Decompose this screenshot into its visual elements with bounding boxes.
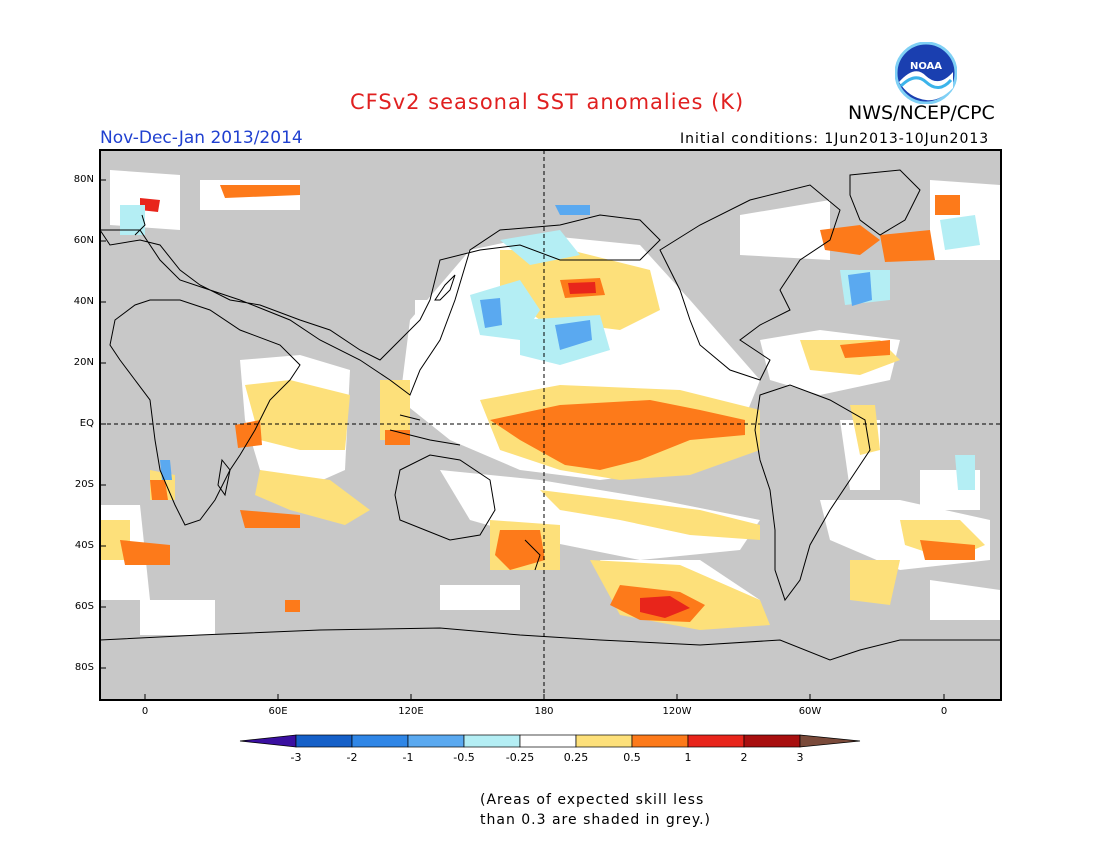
- continent-outlines: [100, 169, 1001, 661]
- skill-note-line2: than 0.3 are shaded in grey.): [480, 812, 712, 828]
- eurasia-outline: [100, 214, 661, 396]
- initial-conditions-label: Initial conditions: 1Jun2013-10Jun2013: [680, 131, 990, 147]
- axis-ticks: [100, 179, 945, 700]
- agency-label: NWS/NCEP/CPC: [848, 102, 995, 124]
- lon-label-0-east: 0: [940, 706, 948, 717]
- colorbar-seg-0: [239, 734, 297, 748]
- new-zealand-outline: [524, 539, 541, 571]
- colorbar-label-m1: -1: [402, 751, 414, 764]
- season-label: Nov-Dec-Jan 2013/2014: [100, 128, 303, 148]
- colorbar-label-m3: -3: [290, 751, 302, 764]
- lon-label-180: 180: [534, 706, 554, 717]
- skill-note-line1: (Areas of expected skill less: [480, 792, 705, 808]
- colorbar-seg-5: [519, 734, 577, 748]
- lon-label-0: 0: [141, 706, 149, 717]
- colorbar-label-p2: 2: [740, 751, 748, 764]
- lon-label-60e: 60E: [268, 706, 288, 717]
- colorbar-label-m05: -0.5: [453, 751, 475, 764]
- australia-outline: [394, 454, 496, 541]
- lat-label-40s: 40S: [74, 540, 94, 551]
- colorbar-seg-6: [575, 734, 633, 748]
- cool-05-1-areas: [160, 205, 872, 480]
- lat-label-20n: 20N: [73, 357, 94, 368]
- map-area: [100, 150, 1001, 700]
- logo-text: NOAA: [910, 61, 942, 72]
- colorbar-seg-8: [687, 734, 745, 748]
- colorbar-seg-1: [295, 734, 353, 748]
- lon-label-60w: 60W: [798, 706, 822, 717]
- colorbar-label-p05: 0.5: [623, 751, 641, 764]
- lat-label-60n: 60N: [73, 235, 94, 246]
- warm-05-1-areas: [120, 185, 975, 622]
- lat-label-40n: 40N: [73, 296, 94, 307]
- colorbar-seg-3: [407, 734, 465, 748]
- colorbar-seg-10: [799, 734, 861, 748]
- colorbar-label-m2: -2: [346, 751, 358, 764]
- lat-label-80n: 80N: [73, 174, 94, 185]
- lon-label-120e: 120E: [398, 706, 424, 717]
- lat-label-60s: 60S: [74, 601, 94, 612]
- south-america-outline: [754, 384, 871, 602]
- colorbar-label-m025: -0.25: [505, 751, 535, 764]
- colorbar-seg-9: [743, 734, 801, 748]
- lat-label-80s: 80S: [74, 662, 94, 673]
- north-america-outline: [659, 184, 841, 381]
- colorbar-label-p025: 0.25: [563, 751, 589, 764]
- noaa-logo: NOAA: [895, 42, 957, 104]
- colorbar-label-p1: 1: [684, 751, 692, 764]
- lat-label-eq: EQ: [79, 418, 94, 429]
- antarctica-outline: [100, 627, 1001, 661]
- lon-label-120w: 120W: [662, 706, 692, 717]
- lat-label-20s: 20S: [74, 479, 94, 490]
- colorbar-label-p3: 3: [796, 751, 804, 764]
- colorbar-seg-7: [631, 734, 689, 748]
- colorbar-seg-4: [463, 734, 521, 748]
- madagascar-outline: [217, 458, 231, 497]
- uk-outline: [134, 214, 146, 236]
- africa-outline: [109, 299, 301, 526]
- chart-title: CFSv2 seasonal SST anomalies (K): [350, 90, 745, 114]
- greenland-outline: [849, 169, 921, 236]
- colorbar: [239, 734, 861, 748]
- japan-outline: [434, 274, 456, 301]
- map-frame: [99, 149, 1002, 701]
- indonesia-outline: [389, 414, 461, 446]
- colorbar-seg-2: [351, 734, 409, 748]
